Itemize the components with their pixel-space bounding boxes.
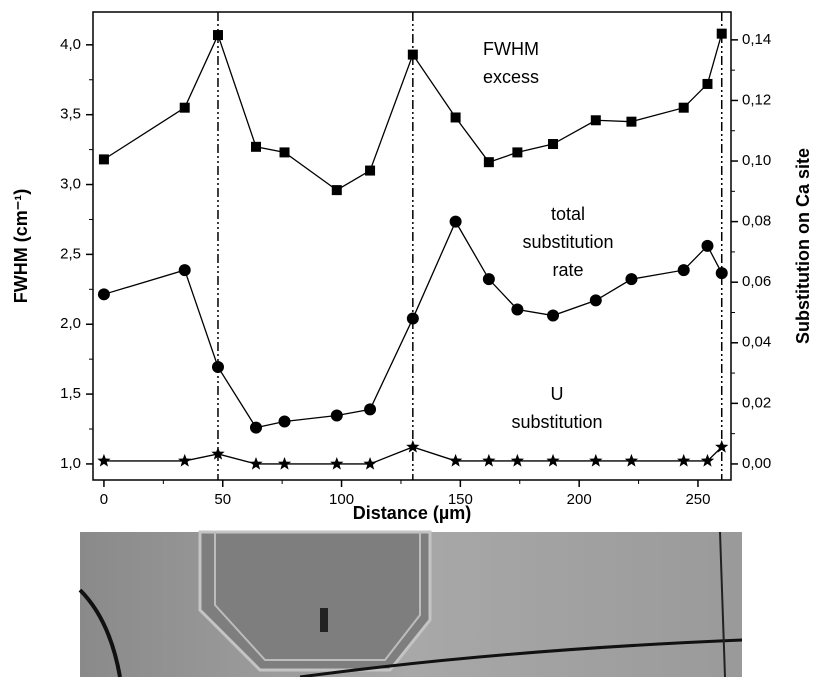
- marker: [448, 453, 463, 467]
- marker: [450, 112, 461, 123]
- marker: [249, 456, 263, 470]
- marker: [546, 453, 560, 467]
- annotation: substitution: [511, 412, 602, 432]
- x-tick-label: 50: [214, 491, 231, 508]
- marker: [406, 439, 420, 453]
- marker: [449, 215, 462, 228]
- marker: [701, 239, 714, 252]
- marker: [278, 415, 291, 428]
- marker: [330, 409, 343, 422]
- marker: [97, 453, 111, 467]
- marker: [482, 453, 496, 467]
- marker: [677, 453, 691, 467]
- marker: [715, 267, 728, 280]
- marker: [510, 453, 525, 467]
- marker: [331, 185, 342, 196]
- marker: [407, 49, 418, 60]
- marker: [547, 309, 560, 322]
- marker: [212, 30, 223, 41]
- plot-area: [92, 11, 732, 481]
- x-tick-label: 100: [329, 491, 354, 508]
- x-tick-label: 150: [448, 491, 473, 508]
- annotation: substitution: [522, 232, 613, 252]
- x-tick-label: 200: [567, 491, 592, 508]
- micrograph: [78, 530, 743, 677]
- marker: [700, 453, 715, 467]
- marker: [716, 28, 727, 39]
- marker: [98, 154, 109, 165]
- marker: [511, 303, 524, 316]
- marker: [702, 78, 713, 89]
- y2-axis-label: Substitution on Ca site: [793, 148, 813, 344]
- y2-tick-label: 0,08: [742, 213, 771, 230]
- y2-tick-label: 0,12: [742, 91, 771, 108]
- marker: [626, 116, 637, 127]
- y-axis-label: FWHM (cm⁻¹): [11, 189, 31, 303]
- marker: [482, 273, 495, 286]
- x-tick-label: 0: [100, 491, 108, 508]
- marker: [677, 264, 690, 277]
- y-tick-label: 2,5: [60, 245, 81, 262]
- y-tick-label: 2,0: [60, 315, 81, 332]
- marker: [179, 102, 190, 113]
- marker: [178, 264, 191, 277]
- y2-tick-label: 0,14: [742, 31, 771, 48]
- marker: [97, 288, 110, 301]
- marker: [625, 273, 638, 286]
- marker: [364, 403, 377, 416]
- y2-tick-label: 0,02: [742, 394, 771, 411]
- marker: [624, 453, 639, 467]
- x-tick-label: 250: [685, 491, 710, 508]
- marker: [365, 165, 376, 176]
- marker: [512, 147, 523, 158]
- y-tick-label: 1,0: [60, 455, 81, 472]
- marker: [251, 141, 262, 152]
- y-tick-label: 3,5: [60, 106, 81, 123]
- annotation: total: [551, 204, 585, 224]
- marker: [590, 115, 601, 126]
- y2-tick-label: 0,06: [742, 273, 771, 290]
- marker: [211, 446, 225, 460]
- annotation: FWHM: [483, 39, 539, 59]
- marker: [589, 453, 603, 467]
- marker: [483, 157, 494, 168]
- marker: [178, 453, 192, 467]
- marker: [330, 456, 344, 470]
- marker: [548, 139, 559, 150]
- marker: [363, 456, 377, 470]
- marker: [678, 102, 689, 113]
- y-tick-label: 4,0: [60, 36, 81, 53]
- y2-tick-label: 0,04: [742, 334, 771, 351]
- marker: [715, 439, 729, 453]
- y2-tick-label: 0,10: [742, 152, 771, 169]
- y-tick-label: 1,5: [60, 385, 81, 402]
- annotation: rate: [552, 260, 583, 280]
- marker: [406, 312, 419, 325]
- marker: [277, 456, 292, 470]
- annotation: excess: [483, 67, 539, 87]
- marker: [589, 294, 602, 307]
- x-axis-label: Distance (µm): [353, 503, 471, 523]
- marker: [279, 147, 290, 158]
- marker: [250, 421, 263, 434]
- annotation: U: [551, 384, 564, 404]
- y2-tick-label: 0,00: [742, 455, 771, 472]
- y-tick-label: 3,0: [60, 176, 81, 193]
- marker: [211, 361, 224, 374]
